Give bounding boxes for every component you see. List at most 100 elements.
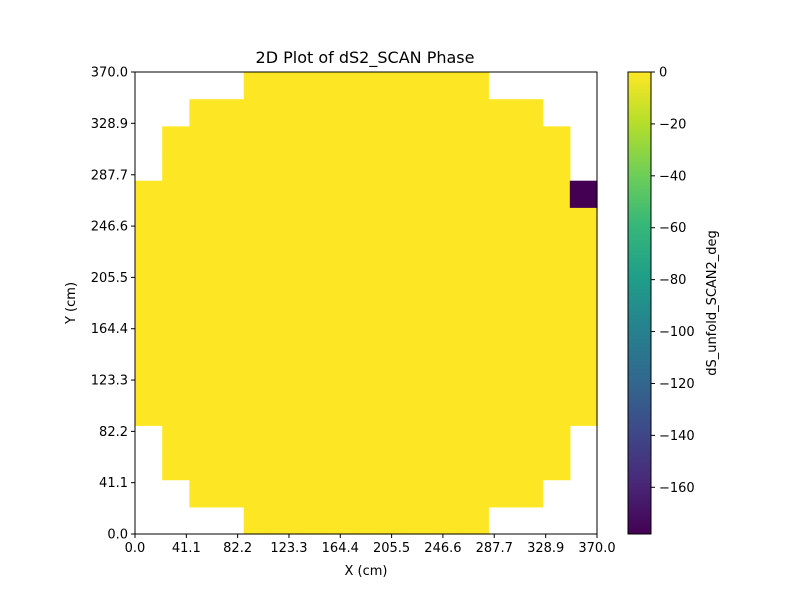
heatmap-cell [515, 425, 544, 454]
heatmap-cell [461, 153, 489, 182]
heatmap-cell [379, 99, 408, 127]
heatmap-cell [488, 370, 517, 399]
heatmap-cell [243, 452, 272, 481]
x-tick-label: 123.3 [270, 541, 307, 556]
heatmap-cell [298, 398, 326, 426]
heatmap-cell [243, 99, 272, 127]
heatmap-cell [515, 180, 544, 209]
heatmap-cell [298, 99, 326, 127]
heatmap-cell [189, 370, 218, 399]
heatmap-cell [542, 207, 571, 236]
x-tick-label: 82.2 [223, 541, 252, 556]
heatmap-cell [488, 262, 517, 291]
heatmap-cell [162, 207, 190, 236]
heatmap-cell [298, 153, 326, 182]
heatmap-cell [325, 99, 354, 127]
heatmap-cell [216, 479, 245, 508]
heatmap-cell [542, 153, 571, 182]
y-tick-label: 82.2 [99, 425, 128, 440]
heatmap-cell [379, 126, 408, 155]
heatmap-cell [325, 479, 354, 508]
heatmap-cell [298, 72, 326, 100]
heatmap-cell [352, 398, 381, 426]
heatmap-cell [542, 370, 571, 399]
heatmap-cell [162, 425, 190, 454]
heatmap-cell [298, 207, 326, 236]
heatmap-cell [406, 343, 435, 372]
heatmap-cell [542, 289, 571, 318]
heatmap-cell [162, 235, 190, 263]
heatmap-cell [488, 99, 517, 127]
y-tick-label: 246.6 [91, 220, 128, 235]
heatmap-cell [379, 153, 408, 182]
heatmap-cell [189, 316, 218, 345]
heatmap-cell [189, 180, 218, 209]
heatmap-cell [406, 72, 435, 100]
heatmap-cell [325, 316, 354, 345]
heatmap-cell [379, 235, 408, 263]
heatmap-cell [189, 398, 218, 426]
heatmap-cell [352, 262, 381, 291]
heatmap-cell [379, 207, 408, 236]
heatmap-cell [569, 316, 598, 345]
heatmap-cell [433, 452, 462, 481]
heatmap-cell [243, 235, 272, 263]
colorbar-tick-label: −140 [659, 429, 695, 444]
heatmap-cells [135, 72, 598, 535]
heatmap-cell [461, 370, 489, 399]
heatmap-cell [379, 506, 408, 535]
heatmap-cell [406, 479, 435, 508]
heatmap-cell [298, 126, 326, 155]
heatmap-cell [461, 452, 489, 481]
heatmap-cell [433, 343, 462, 372]
heatmap-cell [379, 370, 408, 399]
heatmap-cell [162, 153, 190, 182]
heatmap-cell [515, 207, 544, 236]
heatmap-cell [243, 425, 272, 454]
heatmap-cell [298, 235, 326, 263]
heatmap-cell [542, 316, 571, 345]
heatmap-cell [488, 425, 517, 454]
heatmap-cell [270, 207, 299, 236]
heatmap-cell [379, 316, 408, 345]
x-axis-ticks: 0.0 41.1 82.2 123.3 164.4 205.5 246.6 287.7 328.… [125, 534, 616, 556]
x-axis-label: X (cm) [345, 564, 388, 579]
heatmap-cell [243, 506, 272, 535]
heatmap-cell [515, 99, 544, 127]
heatmap-cell [515, 370, 544, 399]
heatmap-cell [325, 180, 354, 209]
heatmap-cell [515, 235, 544, 263]
heatmap-cell [243, 316, 272, 345]
heatmap-cell [379, 452, 408, 481]
x-tick-label: 370.0 [578, 541, 615, 556]
heatmap-cell [298, 370, 326, 399]
heatmap-cell [515, 153, 544, 182]
heatmap-cell [189, 343, 218, 372]
heatmap-cell [216, 452, 245, 481]
heatmap-cell [352, 207, 381, 236]
heatmap-cell [569, 398, 598, 426]
heatmap-cell [298, 262, 326, 291]
heatmap-cell [298, 180, 326, 209]
y-tick-label: 164.4 [91, 322, 128, 337]
heatmap-cell [488, 153, 517, 182]
heatmap-cell [433, 370, 462, 399]
colorbar-tick-label: −40 [659, 169, 686, 184]
heatmap-cell [406, 370, 435, 399]
heatmap-cell [243, 72, 272, 100]
heatmap-cell [270, 370, 299, 399]
heatmap-cell [488, 479, 517, 508]
heatmap-cell [135, 316, 163, 345]
heatmap-cell [488, 316, 517, 345]
heatmap-cell [461, 343, 489, 372]
heatmap-cell [488, 126, 517, 155]
colorbar [627, 71, 652, 535]
y-tick-label: 370.0 [91, 66, 128, 81]
heatmap-cell [406, 452, 435, 481]
heatmap-cell [569, 262, 598, 291]
heatmap-cell [325, 235, 354, 263]
heatmap-cell [325, 506, 354, 535]
heatmap-cell [433, 180, 462, 209]
heatmap-cell [325, 262, 354, 291]
